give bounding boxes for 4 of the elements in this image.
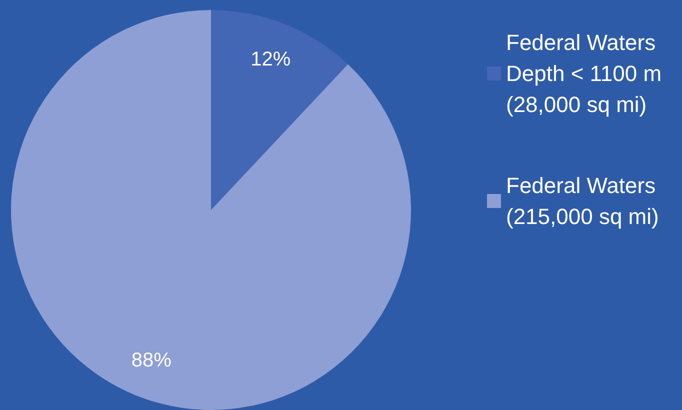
legend-label: Federal Waters (215,000 sq mi)	[506, 173, 662, 229]
data-label: 88%	[131, 350, 172, 372]
data-label: 12%	[250, 48, 291, 70]
legend-label: Federal Waters Depth < 1100 m (28,000 sq mi)	[506, 30, 668, 117]
